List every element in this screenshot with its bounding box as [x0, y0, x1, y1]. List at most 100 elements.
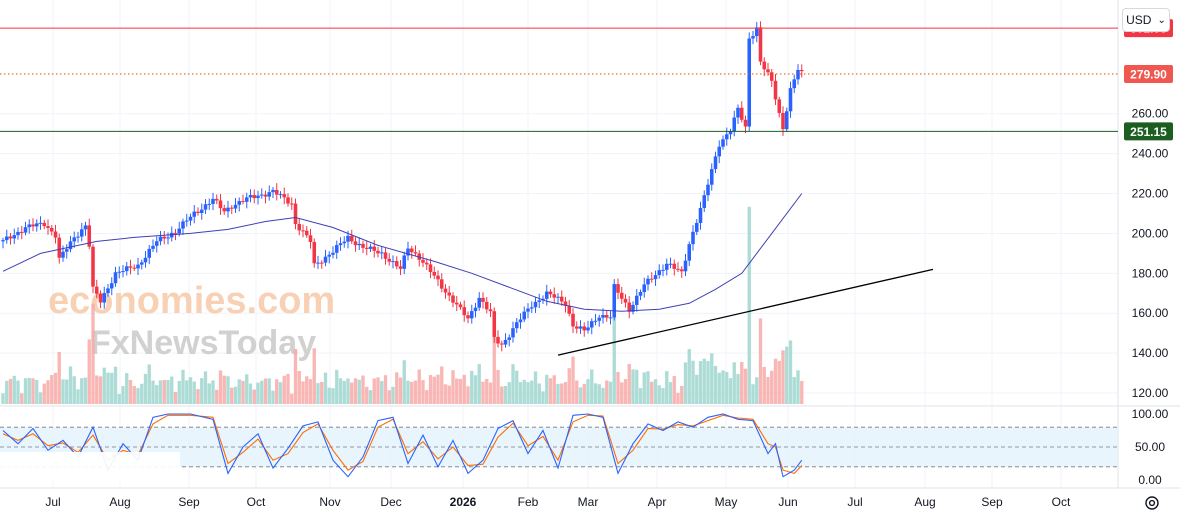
candle-body: [121, 271, 125, 273]
volume-bar: [293, 348, 298, 404]
volume-bar: [653, 379, 658, 404]
candle-body: [769, 72, 774, 81]
candle-body: [83, 225, 88, 230]
volume-bar: [162, 380, 166, 404]
volume-bar: [1, 393, 5, 404]
watermark-fxnewstoday: FxNewsToday: [90, 324, 316, 362]
candle-body: [743, 119, 748, 127]
gear-icon[interactable]: [1143, 494, 1161, 512]
volume-bar: [556, 383, 560, 404]
candle-body: [511, 328, 515, 338]
volume-bar: [185, 380, 189, 404]
volume-bar: [458, 378, 463, 404]
volume-bar: [552, 375, 556, 404]
volume-bar: [608, 381, 613, 404]
candle-body: [173, 232, 178, 234]
y-tick-label: 120.00: [1132, 386, 1169, 400]
volume-bar: [661, 388, 665, 404]
candle-body: [233, 204, 238, 209]
volume-bar: [245, 374, 249, 404]
volume-bar: [417, 369, 421, 404]
y-tick-label: 200.00: [1132, 226, 1169, 240]
candle-body: [346, 235, 350, 242]
volume-bar: [766, 376, 770, 404]
candle-body: [683, 260, 688, 272]
time-axis[interactable]: Jul Aug Sep Oct Nov Dec 2026 Feb Mar Apr May Jun Jul…: [45, 495, 1071, 509]
volume-bar: [275, 379, 279, 404]
candle-body: [608, 317, 613, 319]
volume-bar: [567, 368, 571, 404]
volume-bar: [263, 378, 268, 404]
candle-body: [102, 293, 107, 303]
volume-bar: [128, 379, 133, 404]
candle-body: [394, 261, 399, 267]
volume-bar: [792, 377, 796, 404]
candle-body: [353, 241, 358, 246]
candle-body: [357, 243, 362, 246]
volume-bar: [593, 383, 598, 404]
candle-body: [151, 245, 155, 249]
candle-body: [526, 308, 530, 312]
candle-body: [574, 326, 579, 329]
candle-body: [634, 295, 639, 305]
volume-bar: [196, 389, 200, 404]
volume-bar: [353, 378, 358, 404]
candle-body: [199, 209, 204, 213]
volume-bar: [680, 385, 684, 404]
x-tick-label: Feb: [518, 495, 539, 509]
volume-bar: [398, 377, 403, 404]
price-axis[interactable]: 120.00 140.00 160.00 180.00 200.00 220.00 240.…: [1132, 107, 1169, 487]
volume-bar: [503, 385, 508, 404]
candle-body: [338, 243, 343, 246]
volume-bar: [777, 360, 781, 404]
oscillator-pane: [0, 413, 1118, 482]
volume-bar: [477, 364, 481, 404]
volume-bar: [695, 374, 699, 404]
candle-body: [788, 88, 793, 112]
volume-bar: [147, 364, 151, 404]
watermark-economies: economies.com: [48, 280, 335, 322]
currency-selector[interactable]: USD ⌄: [1122, 8, 1170, 32]
volume-bar: [627, 363, 631, 404]
volume-bar: [770, 370, 774, 404]
candle-body: [23, 227, 28, 233]
volume-bar: [46, 380, 50, 404]
volume-bar: [316, 383, 320, 404]
volume-bar: [762, 366, 766, 404]
volume-bar: [650, 381, 654, 404]
volume-bar: [638, 388, 643, 404]
candle-body: [739, 107, 744, 120]
volume-bar: [173, 391, 178, 404]
candle-body: [473, 307, 478, 312]
volume-bar: [642, 372, 646, 404]
osc-y-tick-label: 50.00: [1135, 440, 1165, 454]
volume-bar: [305, 376, 309, 404]
candle-body: [364, 247, 369, 249]
candle-body: [631, 304, 635, 312]
candle-body: [132, 267, 137, 269]
candle-body: [544, 291, 549, 299]
candle-body: [248, 195, 253, 198]
volume-bar: [492, 330, 496, 404]
volume-bar: [657, 385, 661, 404]
candle-body: [53, 231, 58, 238]
volume-bar: [582, 383, 586, 404]
candle-body: [724, 134, 729, 140]
volume-bar: [323, 372, 328, 404]
volume-bar: [308, 379, 313, 404]
volume-bar: [560, 383, 564, 404]
volume-bar: [57, 351, 61, 404]
candle-body: [319, 262, 324, 264]
candle-body: [117, 271, 122, 273]
candle-body: [379, 252, 384, 254]
candle-body: [717, 146, 722, 157]
candle-body: [567, 305, 572, 314]
candle-body: [139, 262, 144, 265]
volume-bar: [215, 389, 219, 404]
candle-body: [563, 301, 568, 306]
volume-bar: [87, 339, 91, 404]
candle-body: [244, 197, 249, 202]
candle-body: [177, 228, 182, 234]
